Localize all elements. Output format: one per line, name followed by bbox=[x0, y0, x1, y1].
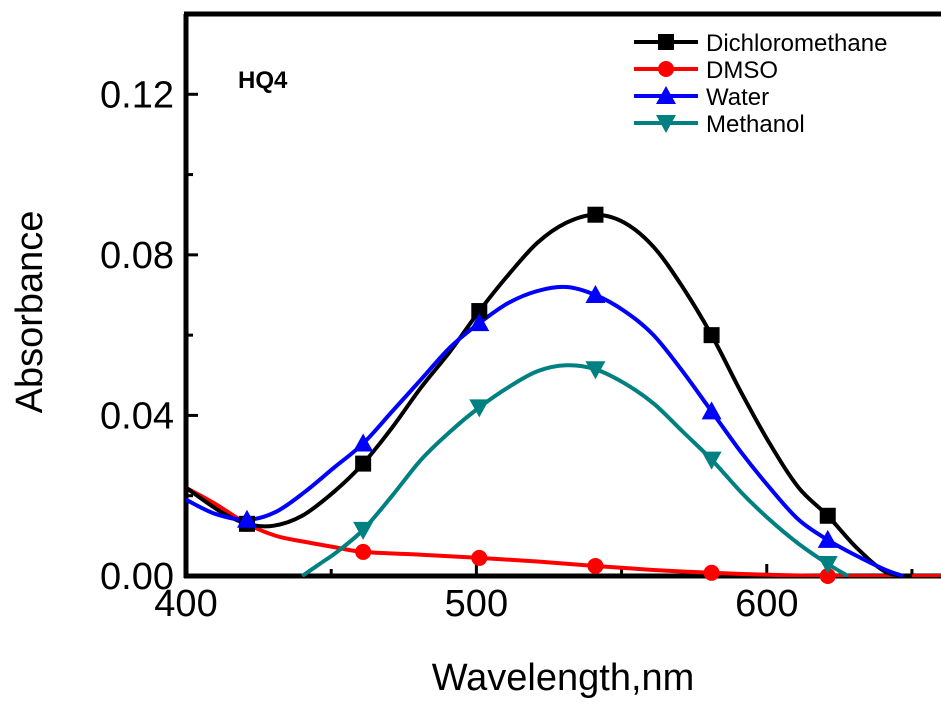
x-axis-title: Wavelength,nm bbox=[432, 657, 695, 699]
legend-label-dichloromethane: Dichloromethane bbox=[706, 30, 887, 57]
legend-label-dmso: DMSO bbox=[706, 57, 778, 84]
data-point-dmso bbox=[355, 544, 371, 560]
x-tick-label: 500 bbox=[445, 583, 508, 625]
legend-marker-dichloromethane bbox=[658, 34, 674, 50]
y-axis-title: Absorbance bbox=[9, 211, 51, 414]
x-tick-label: 600 bbox=[735, 583, 798, 625]
data-point-dmso bbox=[587, 558, 603, 574]
series-line-water bbox=[186, 287, 903, 576]
series-line-methanol bbox=[302, 365, 848, 576]
data-point-dichloromethane bbox=[587, 207, 603, 223]
data-point-dichloromethane bbox=[355, 456, 371, 472]
data-point-dichloromethane bbox=[820, 508, 836, 524]
x-tick-label: 400 bbox=[154, 583, 217, 625]
legend-marker-dmso bbox=[658, 61, 674, 77]
data-point-water bbox=[818, 530, 838, 548]
legend-label-water: Water bbox=[706, 84, 769, 111]
y-tick-label: 0.04 bbox=[100, 395, 174, 437]
legend-label-methanol: Methanol bbox=[706, 111, 805, 138]
y-tick-label: 0.12 bbox=[100, 74, 174, 116]
y-tick-label: 0.08 bbox=[100, 235, 174, 277]
data-point-dmso bbox=[471, 550, 487, 566]
annotation-label: HQ4 bbox=[238, 67, 288, 94]
data-point-dmso bbox=[704, 565, 720, 581]
plot-frame bbox=[184, 14, 941, 578]
series-markers bbox=[237, 207, 838, 584]
data-point-methanol bbox=[818, 556, 838, 574]
data-point-dichloromethane bbox=[704, 327, 720, 343]
